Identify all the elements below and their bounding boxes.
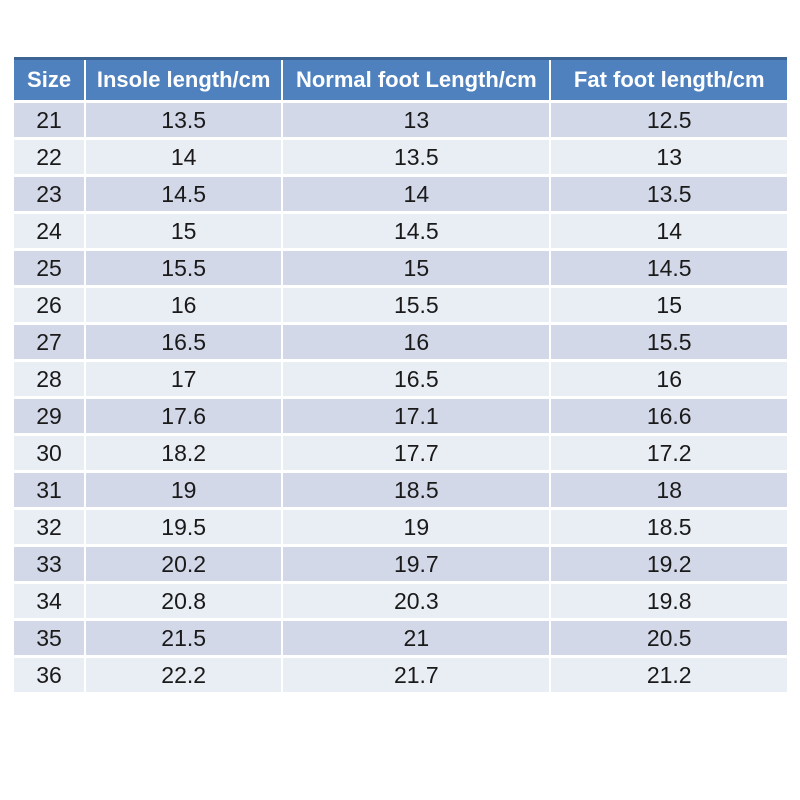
cell-normal: 16 xyxy=(282,323,552,362)
cell-normal: 13.5 xyxy=(282,138,552,177)
cell-normal: 19 xyxy=(282,508,552,547)
cell-fat: 14.5 xyxy=(550,249,787,288)
cell-insole: 14 xyxy=(85,138,284,177)
cell-fat: 17.2 xyxy=(550,434,787,473)
cell-insole: 17.6 xyxy=(85,397,284,436)
cell-size: 23 xyxy=(14,175,87,214)
cell-fat: 16.6 xyxy=(550,397,787,436)
column-header-size: Size xyxy=(14,57,87,103)
cell-size: 22 xyxy=(14,138,87,177)
size-chart: Size Insole length/cm Normal foot Length… xyxy=(14,57,787,695)
cell-normal: 14.5 xyxy=(282,212,552,251)
column-header-fat-foot-length: Fat foot length/cm xyxy=(550,57,787,103)
cell-size: 32 xyxy=(14,508,87,547)
cell-insole: 17 xyxy=(85,360,284,399)
cell-fat: 19.8 xyxy=(550,582,787,621)
table-row: 26 16 15.5 15 xyxy=(14,286,787,325)
column-header-insole-length: Insole length/cm xyxy=(85,57,284,103)
cell-fat: 18.5 xyxy=(550,508,787,547)
cell-normal: 17.7 xyxy=(282,434,552,473)
cell-size: 26 xyxy=(14,286,87,325)
cell-insole: 21.5 xyxy=(85,619,284,658)
cell-size: 25 xyxy=(14,249,87,288)
cell-fat: 15 xyxy=(550,286,787,325)
table-row: 35 21.5 21 20.5 xyxy=(14,619,787,658)
cell-fat: 19.2 xyxy=(550,545,787,584)
cell-size: 28 xyxy=(14,360,87,399)
cell-insole: 13.5 xyxy=(85,101,284,140)
cell-size: 35 xyxy=(14,619,87,658)
cell-normal: 19.7 xyxy=(282,545,552,584)
cell-insole: 16.5 xyxy=(85,323,284,362)
cell-size: 27 xyxy=(14,323,87,362)
cell-fat: 20.5 xyxy=(550,619,787,658)
cell-fat: 13.5 xyxy=(550,175,787,214)
table-row: 28 17 16.5 16 xyxy=(14,360,787,399)
cell-normal: 14 xyxy=(282,175,552,214)
cell-size: 29 xyxy=(14,397,87,436)
table-row: 25 15.5 15 14.5 xyxy=(14,249,787,288)
table-row: 36 22.2 21.7 21.2 xyxy=(14,656,787,695)
cell-insole: 22.2 xyxy=(85,656,284,695)
cell-fat: 15.5 xyxy=(550,323,787,362)
cell-normal: 21.7 xyxy=(282,656,552,695)
cell-size: 36 xyxy=(14,656,87,695)
cell-insole: 16 xyxy=(85,286,284,325)
cell-size: 33 xyxy=(14,545,87,584)
cell-normal: 18.5 xyxy=(282,471,552,510)
table-row: 32 19.5 19 18.5 xyxy=(14,508,787,547)
cell-fat: 16 xyxy=(550,360,787,399)
cell-fat: 18 xyxy=(550,471,787,510)
cell-fat: 14 xyxy=(550,212,787,251)
cell-normal: 13 xyxy=(282,101,552,140)
cell-normal: 15.5 xyxy=(282,286,552,325)
table-row: 30 18.2 17.7 17.2 xyxy=(14,434,787,473)
cell-insole: 15 xyxy=(85,212,284,251)
column-header-normal-foot-length: Normal foot Length/cm xyxy=(282,57,552,103)
table-row: 22 14 13.5 13 xyxy=(14,138,787,177)
cell-size: 24 xyxy=(14,212,87,251)
cell-insole: 15.5 xyxy=(85,249,284,288)
cell-fat: 12.5 xyxy=(550,101,787,140)
table-row: 31 19 18.5 18 xyxy=(14,471,787,510)
cell-size: 30 xyxy=(14,434,87,473)
cell-size: 34 xyxy=(14,582,87,621)
table-row: 23 14.5 14 13.5 xyxy=(14,175,787,214)
cell-normal: 21 xyxy=(282,619,552,658)
cell-insole: 20.8 xyxy=(85,582,284,621)
table-row: 29 17.6 17.1 16.6 xyxy=(14,397,787,436)
cell-fat: 13 xyxy=(550,138,787,177)
cell-normal: 17.1 xyxy=(282,397,552,436)
cell-size: 21 xyxy=(14,101,87,140)
cell-normal: 20.3 xyxy=(282,582,552,621)
cell-insole: 19 xyxy=(85,471,284,510)
cell-size: 31 xyxy=(14,471,87,510)
table-row: 34 20.8 20.3 19.8 xyxy=(14,582,787,621)
cell-insole: 19.5 xyxy=(85,508,284,547)
cell-insole: 14.5 xyxy=(85,175,284,214)
cell-normal: 16.5 xyxy=(282,360,552,399)
cell-fat: 21.2 xyxy=(550,656,787,695)
cell-insole: 20.2 xyxy=(85,545,284,584)
table-row: 27 16.5 16 15.5 xyxy=(14,323,787,362)
cell-insole: 18.2 xyxy=(85,434,284,473)
size-chart-table: Size Insole length/cm Normal foot Length… xyxy=(14,57,787,695)
header-row: Size Insole length/cm Normal foot Length… xyxy=(14,57,787,103)
table-row: 24 15 14.5 14 xyxy=(14,212,787,251)
cell-normal: 15 xyxy=(282,249,552,288)
table-row: 21 13.5 13 12.5 xyxy=(14,101,787,140)
table-row: 33 20.2 19.7 19.2 xyxy=(14,545,787,584)
